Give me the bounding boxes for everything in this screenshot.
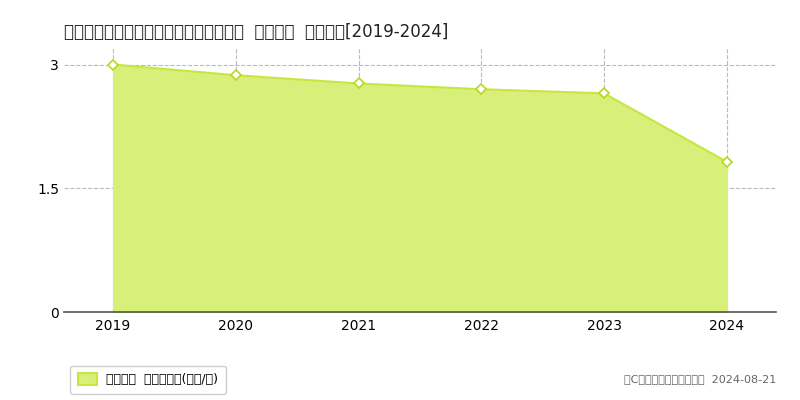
Legend: 地価公示  平均坪単価(万円/坪): 地価公示 平均坪単価(万円/坪) <box>70 366 226 394</box>
Text: （C）土地価格ドットコム  2024-08-21: （C）土地価格ドットコム 2024-08-21 <box>624 374 776 384</box>
Text: 兵庫県赤穂郡上郡町別名字北條６９番３  地価公示  地価推移[2019-2024]: 兵庫県赤穂郡上郡町別名字北條６９番３ 地価公示 地価推移[2019-2024] <box>64 23 448 41</box>
